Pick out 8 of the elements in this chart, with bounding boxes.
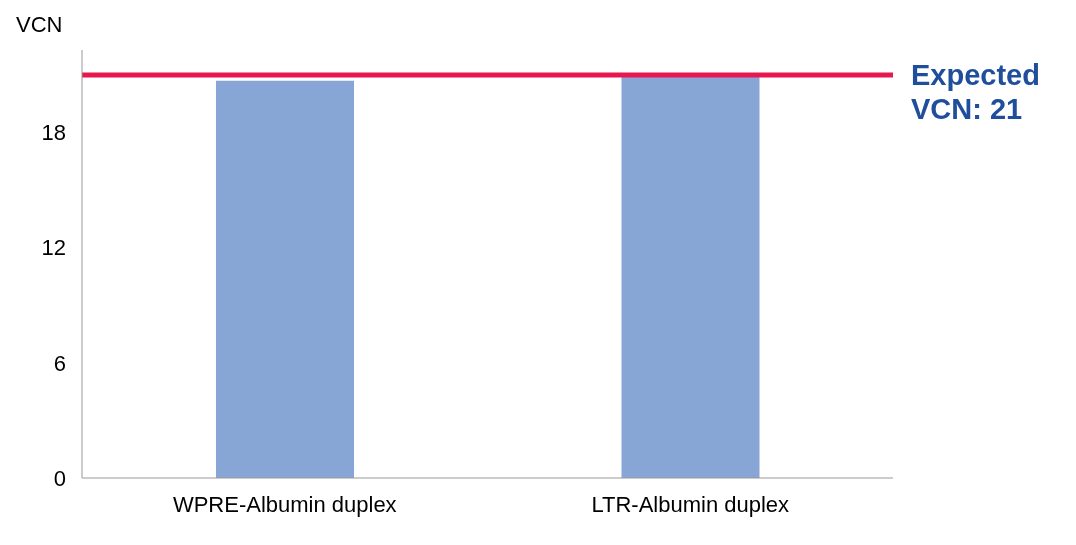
- y-tick-label: 0: [53, 465, 66, 491]
- y-axis-title: VCN: [16, 12, 63, 38]
- x-tick-label: WPRE-Albumin duplex: [172, 491, 397, 517]
- y-tick-label: 6: [53, 350, 66, 376]
- y-tick-label: 12: [41, 235, 66, 261]
- ref-line-label: Expected VCN: 21: [911, 58, 1040, 125]
- x-tick-label: LTR-Albumin duplex: [591, 491, 790, 517]
- y-tick-label: 18: [41, 120, 66, 146]
